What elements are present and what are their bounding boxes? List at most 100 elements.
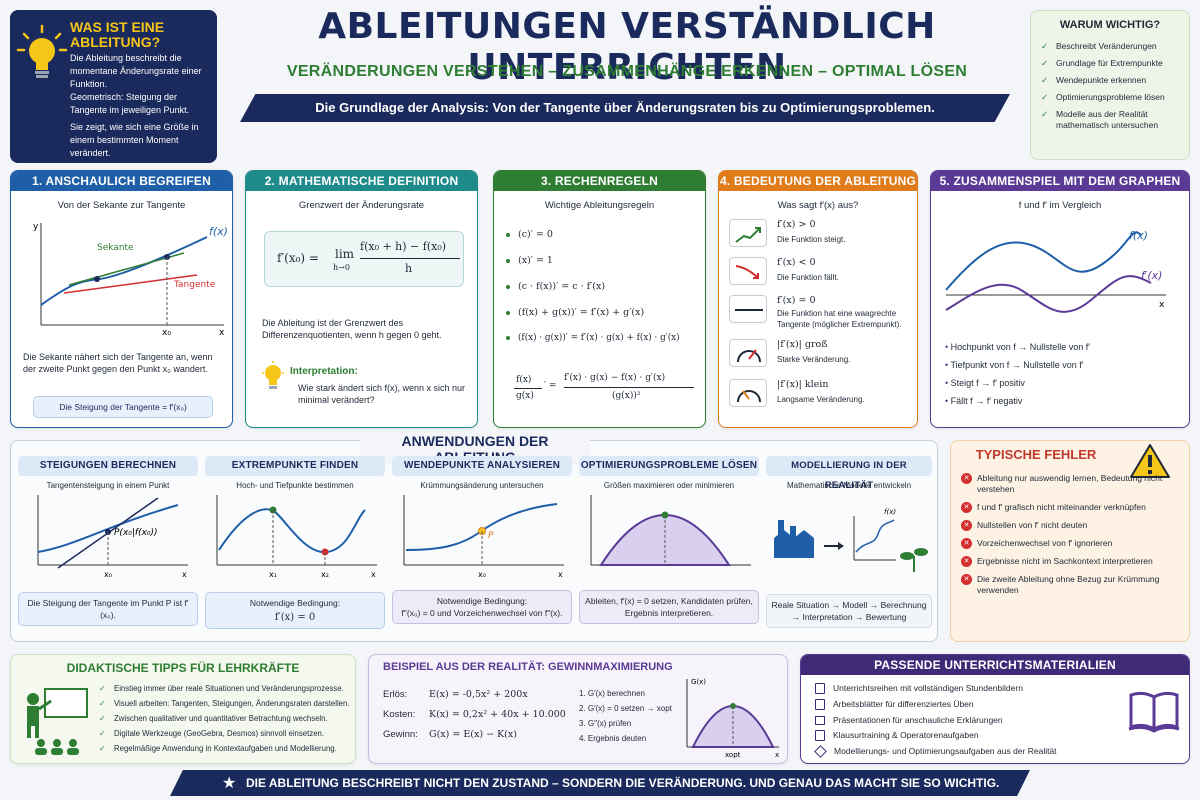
section-3-card: 3. RECHENREGELN Wichtige Ableitungsregel… bbox=[493, 170, 706, 428]
material-item: Klausurtraining & Operatorenaufgaben bbox=[815, 730, 1105, 741]
interpretation-title: Interpretation: bbox=[290, 366, 358, 377]
why-item: ✓ Optimierungsprobleme lösen bbox=[1041, 92, 1165, 102]
document-icon bbox=[815, 683, 825, 694]
app-graph-slopes: P(x₀|f(x₀)) x₀ x bbox=[37, 495, 188, 579]
meaning-formula: |f′(x)| klein bbox=[777, 379, 829, 390]
meaning-text: Langsame Veränderung. bbox=[777, 395, 865, 404]
q-lhs-den: g(x) bbox=[516, 391, 534, 401]
meaning-formula: f′(x) = 0 bbox=[777, 295, 816, 306]
fraction-bar bbox=[360, 258, 460, 259]
app-card-title: MODELLIERUNG IN DER REALITÄT bbox=[766, 456, 932, 491]
q-rhs-num: f′(x) · g(x) − f(x) · g′(x) bbox=[564, 373, 666, 383]
x-icon: ✕ bbox=[961, 538, 972, 549]
error-item: ✕ Nullstellen von f′ nicht deuten bbox=[961, 520, 1183, 531]
rule-item: (x)′ = 1 bbox=[506, 255, 701, 266]
axis-x-label: x bbox=[219, 328, 225, 335]
bullet bbox=[506, 336, 510, 340]
relation-item: • Fällt f → f′ negativ bbox=[945, 396, 1023, 406]
fprime-label: f′(x) bbox=[1141, 269, 1162, 282]
example-title: BEISPIEL AUS DER REALITÄT: GEWINNMAXIMIE… bbox=[383, 661, 673, 673]
check-icon: ✓ bbox=[1041, 92, 1049, 102]
relation-item: • Steigt f → f′ positiv bbox=[945, 378, 1025, 388]
check-icon: ✓ bbox=[99, 714, 106, 723]
what-is-panel: WAS IST EINE ABLEITUNG? Die Ableitung be… bbox=[10, 10, 217, 163]
check-icon: ✓ bbox=[99, 729, 106, 738]
step-item: 2. G′(x) = 0 setzen → xopt bbox=[579, 704, 672, 713]
why-item: ✓ Grundlage für Extrempunkte bbox=[1041, 58, 1163, 68]
equation-row: Kosten: K(x) = 0,2x² + 40x + 10.000 bbox=[383, 709, 566, 720]
x-icon: ✕ bbox=[961, 574, 972, 585]
app-graph-modelling: f(x) bbox=[774, 508, 928, 572]
secant-tangent-graph: y x f(x) Sekante Tangente x₀ bbox=[33, 222, 228, 335]
limit-numerator: f(x₀ + h) − f(x₀) bbox=[360, 240, 447, 253]
section-4-subtitle: Was sagt f′(x) aus? bbox=[777, 200, 859, 211]
rule-item: (c · f(x))′ = c · f′(x) bbox=[506, 281, 701, 292]
section-3-title: 3. RECHENREGELN bbox=[494, 171, 705, 191]
graph-relations: • Hochpunkt von f → Nullstelle von f′ • … bbox=[945, 341, 1185, 407]
q-rhs-den: (g(x))² bbox=[612, 391, 641, 401]
check-icon: ✓ bbox=[1041, 41, 1049, 51]
step-item: 4. Ergebnis deuten bbox=[579, 734, 647, 743]
errors-title: TYPISCHE FEHLER bbox=[975, 447, 1097, 462]
app-card-slopes: STEIGUNGEN BERECHNEN Tangentensteigung i… bbox=[18, 456, 198, 636]
what-is-title: WAS IST EINE ABLEITUNG? bbox=[70, 19, 165, 50]
why-title: WARUM WICHTIG? bbox=[1059, 19, 1161, 31]
app-card-optimization: OPTIMIERUNGSPROBLEME LÖSEN Größen maximi… bbox=[579, 456, 759, 636]
tangent-label: Tangente bbox=[173, 280, 216, 290]
limit-definition-box: f′(x₀) = lim h→0 f(x₀ + h) − f(x₀) h bbox=[264, 231, 464, 287]
check-icon: ✓ bbox=[99, 744, 106, 753]
x0-label: x₀ bbox=[162, 328, 171, 335]
meaning-text: Die Funktion hat eine waagrechte Tangent… bbox=[777, 309, 902, 329]
axis-x-label: x bbox=[182, 570, 187, 579]
section-1-title: 1. ANSCHAULICH BEGREIFEN bbox=[11, 171, 232, 191]
section-4-title: 4. BEDEUTUNG DER ABLEITUNG bbox=[719, 171, 917, 191]
tip-item: ✓ Regelmäßige Anwendung in Kontextaufgabe… bbox=[99, 744, 337, 753]
section-3-subtitle: Wichtige Ableitungsregeln bbox=[544, 200, 655, 211]
section-2-subtitle: Grenzwert der Änderungsrate bbox=[298, 200, 425, 211]
app-card-title: WENDEPUNKTE ANALYSIEREN bbox=[392, 456, 572, 476]
app-card-box: Reale Situation → Modell → Berechnung → … bbox=[766, 594, 932, 628]
errors-panel: TYPISCHE FEHLER ✕ Ableitung nur auswendig… bbox=[950, 440, 1190, 642]
material-item: Modellierungs- und Optimierungsaufgaben … bbox=[814, 745, 1105, 758]
section-2-text: Die Ableitung ist der Grenzwert des Diff… bbox=[262, 318, 442, 340]
what-is-p1: Die Ableitung beschreibt die momentane Ä… bbox=[70, 53, 202, 89]
check-icon: ✓ bbox=[1041, 75, 1049, 85]
why-item: ✓ Wendepunkte erkennen bbox=[1041, 75, 1147, 85]
app-card-extrema: EXTREMPUNKTE FINDEN Hoch- und Tiefpunkte… bbox=[205, 456, 385, 636]
app-card-title: OPTIMIERUNGSPROBLEME LÖSEN bbox=[579, 456, 759, 476]
x1-label: x₁ bbox=[269, 570, 277, 579]
meaning-row: f′(x) = 0 Die Funktion hat eine waagrech… bbox=[729, 293, 914, 333]
q-lhs-bar bbox=[514, 388, 542, 389]
app-card-box: Notwendige Bedingung: f′(x) = 0 bbox=[205, 592, 385, 629]
trend-up-icon bbox=[729, 219, 767, 247]
rule-item: (f(x) + g(x))′ = f′(x) + g′(x) bbox=[506, 307, 701, 318]
app-card-box: Die Steigung der Tangente im Punkt P ist… bbox=[18, 592, 198, 626]
materials-title: PASSENDE UNTERRICHTSMATERIALIEN bbox=[801, 655, 1189, 675]
model-icon bbox=[814, 745, 827, 758]
error-item: ✕ Vorzeichenwechsel von f′ ignorieren bbox=[961, 538, 1183, 549]
example-card: BEISPIEL AUS DER REALITÄT: GEWINNMAXIMIE… bbox=[368, 654, 788, 764]
page-subtitle: VERÄNDERUNGEN VERSTEHEN – ZUSAMMENHÄNGE … bbox=[286, 63, 968, 80]
tips-title: DIDAKTISCHE TIPPS FÜR LEHRKRÄFTE bbox=[66, 661, 300, 675]
gauge-high-icon bbox=[729, 339, 767, 367]
x-icon: ✕ bbox=[961, 520, 972, 531]
check-icon: ✓ bbox=[1041, 58, 1049, 68]
fx-label: f(x) bbox=[884, 508, 896, 516]
footer-banner: ★ DIE ABLEITUNG BESCHREIBT NICHT DEN ZUS… bbox=[170, 770, 1030, 796]
secant-label: Sekante bbox=[97, 243, 134, 253]
rule-item: (f(x) · g(x))′ = f′(x) · g(x) + f(x) · g… bbox=[506, 333, 701, 343]
footer-text: DIE ABLEITUNG BESCHREIBT NICHT DEN ZUSTA… bbox=[246, 776, 1000, 790]
error-item: ✕ Ergebnisse nicht im Sachkontext interpr… bbox=[961, 556, 1183, 567]
app-graph-inflection: P x₀ x bbox=[403, 495, 564, 579]
app-card-box: Notwendige Bedingung: f″(x₀) = 0 und Vor… bbox=[392, 590, 572, 624]
meaning-text: Die Funktion steigt. bbox=[777, 235, 846, 244]
arrow-right-icon bbox=[824, 542, 844, 550]
section-2-card: 2. MATHEMATISCHE DEFINITION Grenzwert de… bbox=[245, 170, 478, 428]
lightbulb-icon bbox=[260, 361, 286, 396]
relation-item: • Hochpunkt von f → Nullstelle von f′ bbox=[945, 342, 1090, 352]
error-item: ✕ Die zweite Ableitung ohne Bezug zur Krü… bbox=[961, 574, 1183, 596]
q-rhs-bar bbox=[564, 387, 694, 388]
quotient-rule: f(x) g(x) ′ = f′(x) · g(x) − f(x) · g′(x… bbox=[508, 371, 703, 411]
section-4-card: 4. BEDEUTUNG DER ABLEITUNG Was sagt f′(x… bbox=[718, 170, 918, 428]
check-icon: ✓ bbox=[99, 699, 106, 708]
